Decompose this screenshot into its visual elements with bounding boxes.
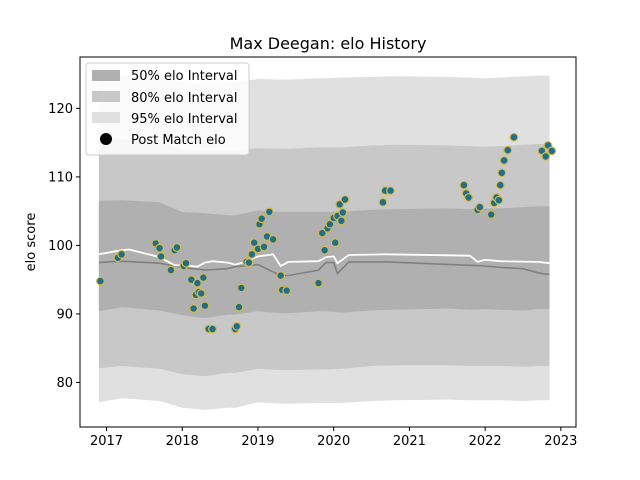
data-point (95, 276, 105, 286)
x-tick-label: 2020 (317, 434, 350, 449)
data-point (181, 258, 191, 268)
data-point (244, 258, 254, 268)
legend-label-post-match: Post Match elo (131, 133, 226, 148)
summary-lines (98, 248, 550, 277)
x-tick-label: 2023 (544, 434, 577, 449)
data-point (196, 289, 206, 298)
legend-marker-post-match (100, 133, 112, 145)
data-point (189, 304, 199, 313)
x-tick-label: 2018 (166, 434, 199, 449)
data-point (541, 151, 551, 161)
x-tick-label: 2021 (393, 434, 426, 449)
median-line (98, 260, 550, 277)
y-tick-label: 100 (48, 239, 73, 254)
data-point (282, 286, 292, 296)
data-point (336, 216, 346, 226)
x-tick-label: 2017 (90, 434, 123, 449)
x-axis: 2017 2018 2019 2020 2021 2022 2023 (90, 427, 577, 449)
x-tick-label: 2019 (241, 434, 274, 449)
data-point (317, 228, 327, 238)
data-point (497, 168, 507, 178)
data-point (166, 265, 176, 275)
data-point (257, 214, 267, 224)
data-point (156, 251, 166, 261)
data-point (314, 278, 323, 288)
data-point (340, 195, 350, 204)
data-point (494, 195, 504, 205)
data-point (386, 186, 395, 196)
legend-label-95: 95% elo Interval (131, 112, 238, 127)
y-tick-label: 120 (48, 102, 73, 117)
x-tick-label: 2022 (469, 434, 502, 449)
data-point (335, 199, 345, 209)
plot-area (95, 74, 557, 410)
data-point (236, 283, 246, 293)
legend-box (85, 62, 250, 156)
data-point (486, 210, 496, 220)
data-point (172, 243, 182, 252)
data-point (475, 202, 485, 212)
data-point (232, 321, 242, 331)
data-point (503, 145, 513, 155)
data-point (338, 208, 348, 217)
legend-swatch-50 (92, 70, 120, 81)
data-point (249, 238, 259, 248)
data-point (200, 301, 210, 311)
data-point (547, 146, 557, 156)
axes-frame (79, 56, 577, 428)
legend-label-50: 50% elo Interval (131, 69, 238, 84)
data-point (155, 243, 164, 253)
post-match-points (95, 132, 557, 334)
data-point (325, 219, 335, 229)
y-tick-label: 110 (48, 170, 73, 185)
data-point (459, 180, 469, 190)
data-point (268, 234, 278, 244)
legend: 50% elo Interval 80% elo Interval 95% el… (85, 62, 250, 156)
data-point (330, 238, 340, 248)
data-point (247, 249, 257, 259)
data-point (264, 207, 274, 217)
y-axis: 80 90 100 110 120 (48, 102, 80, 391)
chart-title: Max Deegan: elo History (230, 34, 427, 53)
data-point (464, 193, 473, 202)
y-tick-label: 80 (56, 376, 73, 391)
data-point (192, 278, 202, 288)
data-point (198, 273, 208, 283)
y-axis-label: elo score (24, 213, 39, 272)
data-point (495, 180, 505, 190)
data-point (378, 197, 388, 207)
data-point (499, 156, 509, 165)
legend-label-80: 80% elo Interval (131, 91, 238, 106)
data-point (276, 271, 286, 281)
data-point (320, 245, 330, 255)
band-50 (98, 200, 550, 319)
mean-line (98, 248, 550, 268)
data-point (234, 302, 244, 312)
y-tick-label: 90 (56, 307, 73, 322)
data-point (117, 249, 126, 259)
data-point (208, 324, 217, 334)
legend-swatch-80 (92, 91, 120, 102)
data-point (509, 132, 519, 142)
data-point (259, 242, 269, 252)
legend-swatch-95 (92, 112, 120, 123)
